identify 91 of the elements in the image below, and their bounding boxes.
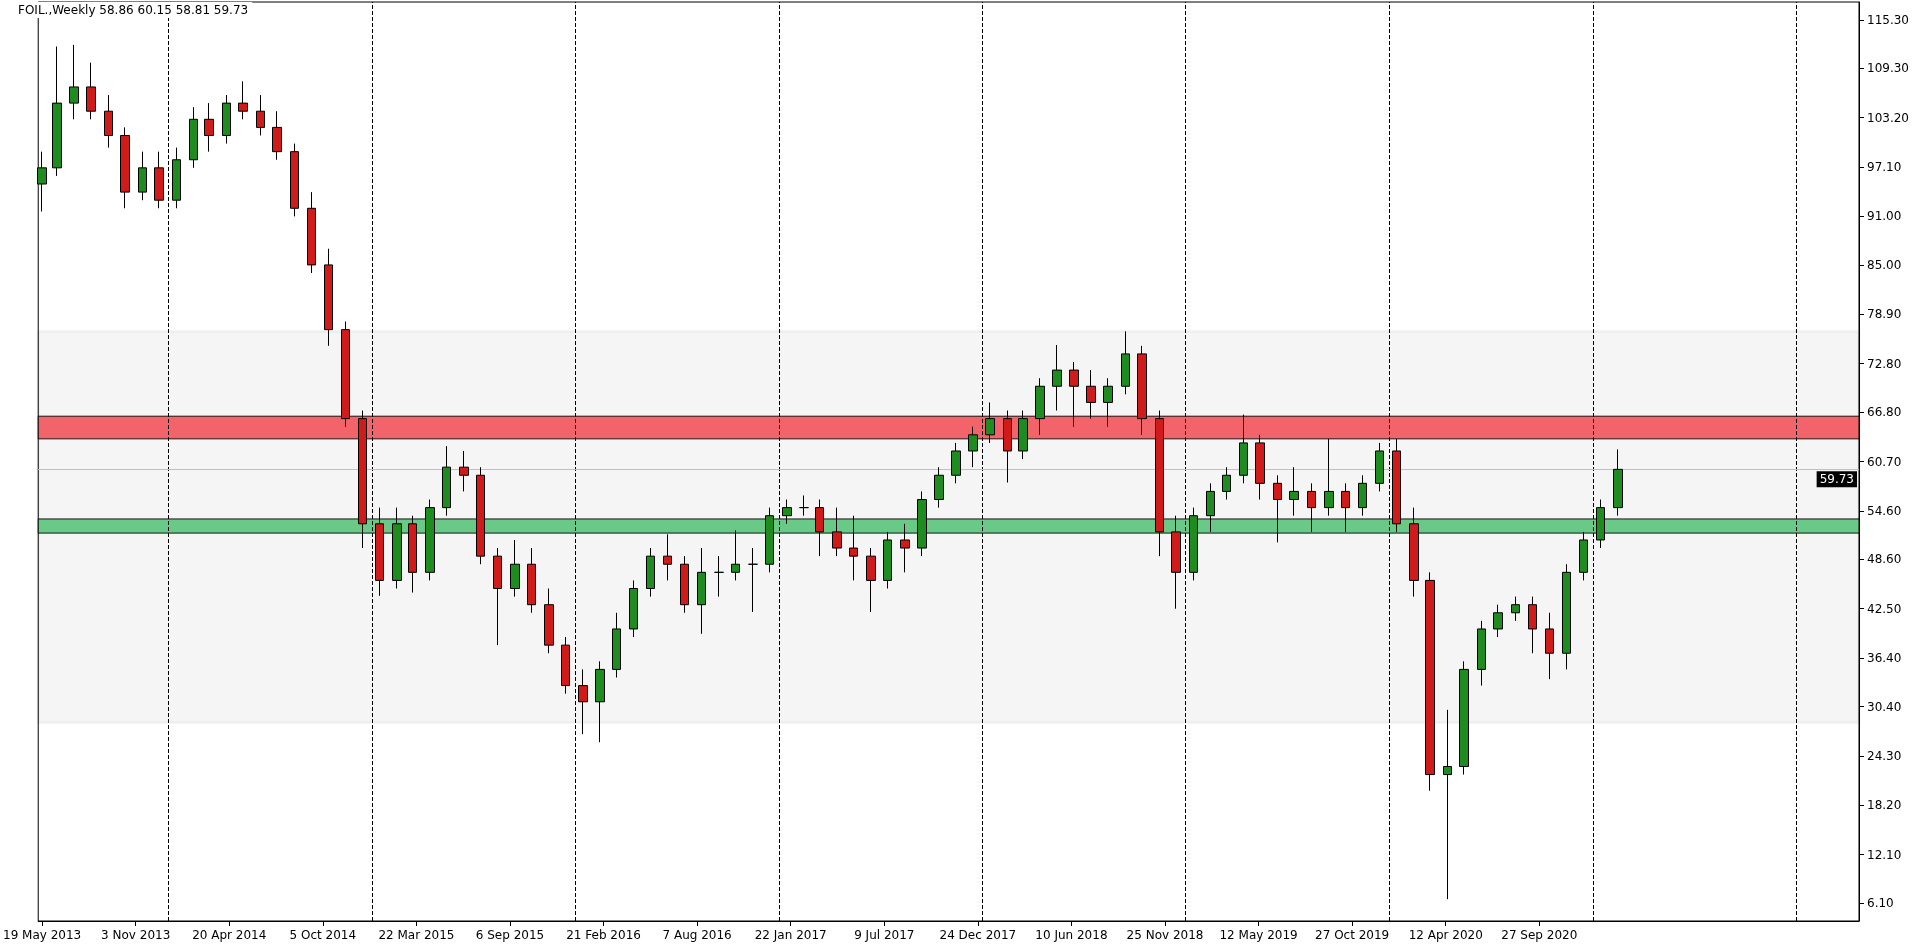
y-tick-label: 97.10	[1867, 160, 1902, 175]
candlestick	[595, 660, 605, 743]
candlestick	[189, 106, 198, 169]
candlestick	[799, 494, 809, 517]
x-tick-label: 21 Feb 2016	[566, 928, 641, 942]
y-tick-label: 91.00	[1867, 209, 1902, 224]
x-tick-label: 24 Dec 2017	[939, 928, 1017, 942]
candlestick	[951, 442, 961, 484]
x-tick-label: 20 Apr 2014	[192, 928, 267, 942]
y-tick-label: 36.40	[1867, 651, 1902, 666]
candlestick	[527, 547, 536, 614]
candlestick	[1562, 563, 1571, 670]
y-tick-label: 115.30	[1867, 12, 1909, 27]
candlestick	[1121, 330, 1130, 395]
x-tick-label: 12 Apr 2020	[1408, 928, 1483, 942]
x-tick-label: 12 May 2019	[1219, 928, 1298, 942]
candlestick	[561, 636, 570, 695]
candlestick	[714, 555, 724, 598]
candlestick	[1289, 466, 1299, 517]
candlestick	[69, 44, 79, 120]
candlestick	[154, 151, 164, 209]
x-tick-label: 27 Oct 2019	[1315, 928, 1390, 942]
candlestick	[459, 450, 469, 492]
candlestick	[172, 147, 181, 209]
candlestick	[222, 94, 231, 145]
candlestick	[1493, 604, 1503, 638]
x-tick-label: 22 Jan 2017	[754, 928, 827, 942]
y-tick-label: 24.30	[1867, 748, 1902, 763]
candlestick	[680, 555, 689, 614]
x-tick-label: 27 Sep 2020	[1501, 928, 1578, 942]
candlestick	[1358, 474, 1367, 517]
candlestick	[272, 110, 282, 161]
y-tick-label: 60.70	[1867, 454, 1902, 469]
y-tick-label: 30.40	[1867, 699, 1902, 714]
candlestick	[510, 539, 520, 598]
candlestick	[238, 80, 248, 120]
candlestick	[697, 547, 706, 635]
candlestick	[1511, 596, 1520, 622]
y-tick-label: 66.80	[1867, 405, 1902, 420]
candlestick	[612, 612, 621, 678]
x-tick-label: 6 Sep 2015	[475, 928, 545, 942]
ref-line-label: 59.73	[1819, 472, 1854, 487]
candlestick	[1613, 448, 1623, 517]
candlestick	[493, 547, 502, 646]
candlestick	[1375, 442, 1384, 492]
candlestick	[1222, 466, 1231, 501]
x-tick-label: 5 Oct 2014	[289, 928, 357, 942]
candlestick	[442, 445, 451, 517]
candlestick	[646, 547, 655, 598]
y-tick-label: 54.60	[1867, 503, 1902, 518]
candlestick	[748, 547, 758, 613]
y-tick-label: 42.50	[1867, 601, 1902, 616]
y-tick-label: 109.30	[1867, 61, 1909, 76]
candlestick	[1545, 612, 1554, 680]
x-tick-label: 3 Nov 2013	[101, 928, 171, 942]
candlestick	[1443, 709, 1452, 900]
candlestick	[1425, 571, 1435, 792]
y-tick-label: 18.20	[1867, 798, 1902, 813]
candlestick	[120, 126, 130, 209]
candlestick	[324, 248, 333, 347]
candlestick	[544, 588, 554, 654]
x-tick-label: 19 May 2013	[3, 928, 82, 942]
chart-title: FOIL.,Weekly 58.86 60.15 58.81 59.73	[18, 3, 249, 17]
x-tick-label: 25 Nov 2018	[1126, 928, 1204, 942]
candlestick	[934, 466, 944, 509]
y-tick-label: 6.10	[1867, 896, 1894, 911]
y-tick-label: 72.80	[1867, 356, 1902, 371]
x-tick-label: 22 Mar 2015	[378, 928, 455, 942]
x-tick-label: 9 Jul 2017	[854, 928, 915, 942]
candlestick	[256, 94, 265, 136]
candlestick	[138, 151, 147, 201]
y-tick-label: 48.60	[1867, 552, 1902, 567]
candlestick	[1477, 620, 1486, 687]
y-tick-label: 85.00	[1867, 257, 1902, 272]
candlestick	[1528, 596, 1537, 654]
candlestick	[1052, 344, 1062, 412]
candlestick	[307, 191, 316, 274]
x-tick-label: 10 Jun 2018	[1035, 928, 1108, 942]
y-tick-label: 78.90	[1867, 307, 1902, 322]
candlestick	[866, 547, 876, 613]
candlestick	[104, 94, 113, 149]
candlestick	[578, 668, 588, 735]
candlestick	[290, 143, 299, 217]
x-tick-label: 7 Aug 2016	[662, 928, 732, 942]
candlestick	[629, 579, 638, 638]
y-tick-label: 12.10	[1867, 847, 1902, 862]
candlestick	[1459, 660, 1469, 776]
candlestick	[86, 62, 96, 120]
candlestick	[52, 45, 62, 177]
candlestick	[204, 102, 214, 153]
y-tick-label: 103.20	[1867, 110, 1909, 125]
